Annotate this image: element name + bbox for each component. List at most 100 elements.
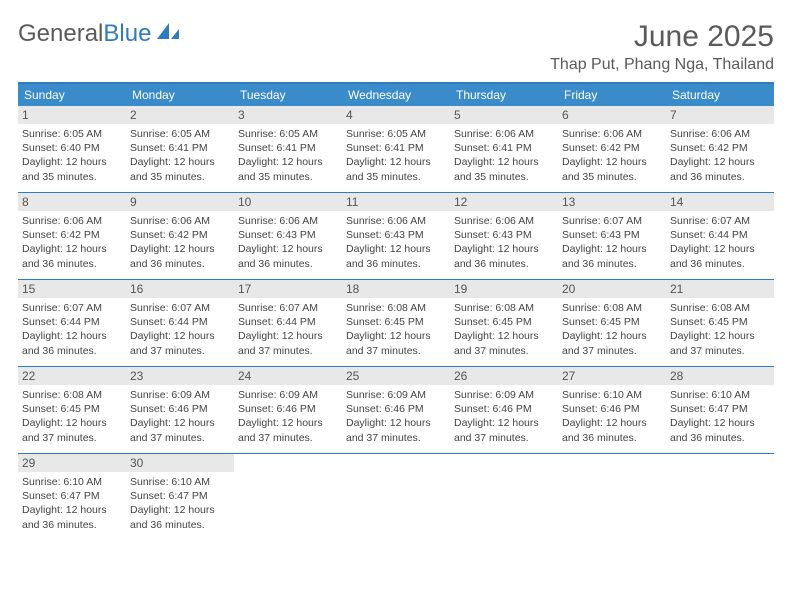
day-number: 5 [450, 106, 558, 124]
day-number: 23 [126, 367, 234, 385]
day-details: Sunrise: 6:05 AMSunset: 6:40 PMDaylight:… [22, 127, 122, 184]
calendar-cell: . [450, 454, 558, 540]
day-number: 28 [666, 367, 774, 385]
day-details: Sunrise: 6:06 AMSunset: 6:42 PMDaylight:… [562, 127, 662, 184]
day-number: 1 [18, 106, 126, 124]
calendar-week: 8Sunrise: 6:06 AMSunset: 6:42 PMDaylight… [18, 193, 774, 280]
dow-monday: Monday [126, 84, 234, 106]
day-details: Sunrise: 6:07 AMSunset: 6:44 PMDaylight:… [22, 301, 122, 358]
day-details: Sunrise: 6:07 AMSunset: 6:44 PMDaylight:… [670, 214, 770, 271]
calendar-cell: 25Sunrise: 6:09 AMSunset: 6:46 PMDayligh… [342, 367, 450, 453]
calendar-cell: 9 Sunrise: 6:06 AMSunset: 6:42 PMDaylight… [126, 193, 234, 279]
day-number: 30 [126, 454, 234, 472]
day-details: Sunrise: 6:06 AMSunset: 6:42 PMDaylight:… [130, 214, 230, 271]
day-number: 9 [126, 193, 234, 211]
page-header: GeneralBlue June 2025 Thap Put, Phang Ng… [18, 20, 774, 74]
day-number: 29 [18, 454, 126, 472]
day-number: 18 [342, 280, 450, 298]
calendar-cell: 17 Sunrise: 6:07 AMSunset: 6:44 PMDayligh… [234, 280, 342, 366]
day-number: 15 [18, 280, 126, 298]
day-number: 4 [342, 106, 450, 124]
day-number: 16 [126, 280, 234, 298]
day-details: Sunrise: 6:05 AMSunset: 6:41 PMDaylight:… [346, 127, 446, 184]
day-details: Sunrise: 6:07 AMSunset: 6:43 PMDaylight:… [562, 214, 662, 271]
calendar-cell: 19 Sunrise: 6:08 AMSunset: 6:45 PMDayligh… [450, 280, 558, 366]
calendar-cell: 3 Sunrise: 6:05 AMSunset: 6:41 PMDaylight… [234, 106, 342, 192]
dow-friday: Friday [558, 84, 666, 106]
day-details: Sunrise: 6:05 AMSunset: 6:41 PMDaylight:… [130, 127, 230, 184]
day-details: Sunrise: 6:06 AMSunset: 6:41 PMDaylight:… [454, 127, 554, 184]
brand-part1: General [18, 20, 103, 48]
day-details: Sunrise: 6:10 AMSunset: 6:47 PMDaylight:… [22, 475, 122, 532]
calendar-cell: 22 Sunrise: 6:08 AMSunset: 6:45 PMDayligh… [18, 367, 126, 453]
calendar-cell: 13Sunrise: 6:07 AMSunset: 6:43 PMDayligh… [558, 193, 666, 279]
calendar-cell: 10Sunrise: 6:06 AMSunset: 6:43 PMDayligh… [234, 193, 342, 279]
calendar-cell: . [342, 454, 450, 540]
day-details: Sunrise: 6:06 AMSunset: 6:42 PMDaylight:… [670, 127, 770, 184]
day-details: Sunrise: 6:10 AMSunset: 6:47 PMDaylight:… [130, 475, 230, 532]
dow-saturday: Saturday [666, 84, 774, 106]
calendar-cell: 12 Sunrise: 6:06 AMSunset: 6:43 PMDayligh… [450, 193, 558, 279]
day-number: 22 [18, 367, 126, 385]
calendar-cell: 5 Sunrise: 6:06 AMSunset: 6:41 PMDaylight… [450, 106, 558, 192]
calendar-cell: 23 Sunrise: 6:09 AMSunset: 6:46 PMDayligh… [126, 367, 234, 453]
day-number: 27 [558, 367, 666, 385]
day-details: Sunrise: 6:08 AMSunset: 6:45 PMDaylight:… [346, 301, 446, 358]
day-number: 14 [666, 193, 774, 211]
day-details: Sunrise: 6:07 AMSunset: 6:44 PMDaylight:… [130, 301, 230, 358]
calendar-cell: 4 Sunrise: 6:05 AMSunset: 6:41 PMDaylight… [342, 106, 450, 192]
day-number: 12 [450, 193, 558, 211]
day-details: Sunrise: 6:08 AMSunset: 6:45 PMDaylight:… [562, 301, 662, 358]
calendar-week: 22 Sunrise: 6:08 AMSunset: 6:45 PMDayligh… [18, 367, 774, 454]
title-block: June 2025 Thap Put, Phang Nga, Thailand [550, 20, 774, 74]
brand-logo: GeneralBlue [18, 20, 181, 48]
day-details: Sunrise: 6:08 AMSunset: 6:45 PMDaylight:… [22, 388, 122, 445]
day-details: Sunrise: 6:05 AMSunset: 6:41 PMDaylight:… [238, 127, 338, 184]
day-number: 19 [450, 280, 558, 298]
day-number: 20 [558, 280, 666, 298]
calendar-cell: . [558, 454, 666, 540]
calendar-cell: 14 Sunrise: 6:07 AMSunset: 6:44 PMDayligh… [666, 193, 774, 279]
day-number: 21 [666, 280, 774, 298]
calendar-cell: 26 Sunrise: 6:09 AMSunset: 6:46 PMDayligh… [450, 367, 558, 453]
calendar: Sunday Monday Tuesday Wednesday Thursday… [18, 82, 774, 540]
day-details: Sunrise: 6:10 AMSunset: 6:47 PMDaylight:… [670, 388, 770, 445]
calendar-cell: 8Sunrise: 6:06 AMSunset: 6:42 PMDaylight… [18, 193, 126, 279]
calendar-cell: 18 Sunrise: 6:08 AMSunset: 6:45 PMDayligh… [342, 280, 450, 366]
day-details: Sunrise: 6:06 AMSunset: 6:43 PMDaylight:… [454, 214, 554, 271]
day-details: Sunrise: 6:07 AMSunset: 6:44 PMDaylight:… [238, 301, 338, 358]
day-number: 11 [342, 193, 450, 211]
month-title: June 2025 [550, 20, 774, 54]
calendar-week: 15Sunrise: 6:07 AMSunset: 6:44 PMDayligh… [18, 280, 774, 367]
calendar-cell: 7Sunrise: 6:06 AMSunset: 6:42 PMDaylight… [666, 106, 774, 192]
calendar-cell: 21 Sunrise: 6:08 AMSunset: 6:45 PMDayligh… [666, 280, 774, 366]
dow-header-row: Sunday Monday Tuesday Wednesday Thursday… [18, 84, 774, 106]
day-number: 26 [450, 367, 558, 385]
day-number: 6 [558, 106, 666, 124]
calendar-cell: 6 Sunrise: 6:06 AMSunset: 6:42 PMDaylight… [558, 106, 666, 192]
day-number: 25 [342, 367, 450, 385]
calendar-cell: 1 Sunrise: 6:05 AMSunset: 6:40 PMDaylight… [18, 106, 126, 192]
day-number: 2 [126, 106, 234, 124]
dow-thursday: Thursday [450, 84, 558, 106]
calendar-cell: 16 Sunrise: 6:07 AMSunset: 6:44 PMDayligh… [126, 280, 234, 366]
calendar-cell: 15 Sunrise: 6:07 AMSunset: 6:44 PMDayligh… [18, 280, 126, 366]
day-details: Sunrise: 6:08 AMSunset: 6:45 PMDaylight:… [454, 301, 554, 358]
day-details: Sunrise: 6:06 AMSunset: 6:43 PMDaylight:… [346, 214, 446, 271]
day-number: 3 [234, 106, 342, 124]
calendar-week: 29Sunrise: 6:10 AMSunset: 6:47 PMDayligh… [18, 454, 774, 540]
calendar-cell: 28 Sunrise: 6:10 AMSunset: 6:47 PMDayligh… [666, 367, 774, 453]
calendar-cell: 24Sunrise: 6:09 AMSunset: 6:46 PMDayligh… [234, 367, 342, 453]
calendar-week: 1 Sunrise: 6:05 AMSunset: 6:40 PMDaylight… [18, 106, 774, 193]
day-details: Sunrise: 6:06 AMSunset: 6:42 PMDaylight:… [22, 214, 122, 271]
sail-icon [155, 20, 181, 48]
day-details: Sunrise: 6:06 AMSunset: 6:43 PMDaylight:… [238, 214, 338, 271]
day-details: Sunrise: 6:09 AMSunset: 6:46 PMDaylight:… [130, 388, 230, 445]
day-details: Sunrise: 6:09 AMSunset: 6:46 PMDaylight:… [454, 388, 554, 445]
calendar-cell: 2 Sunrise: 6:05 AMSunset: 6:41 PMDaylight… [126, 106, 234, 192]
dow-tuesday: Tuesday [234, 84, 342, 106]
dow-wednesday: Wednesday [342, 84, 450, 106]
calendar-cell: 11 Sunrise: 6:06 AMSunset: 6:43 PMDayligh… [342, 193, 450, 279]
day-number: 17 [234, 280, 342, 298]
day-details: Sunrise: 6:08 AMSunset: 6:45 PMDaylight:… [670, 301, 770, 358]
